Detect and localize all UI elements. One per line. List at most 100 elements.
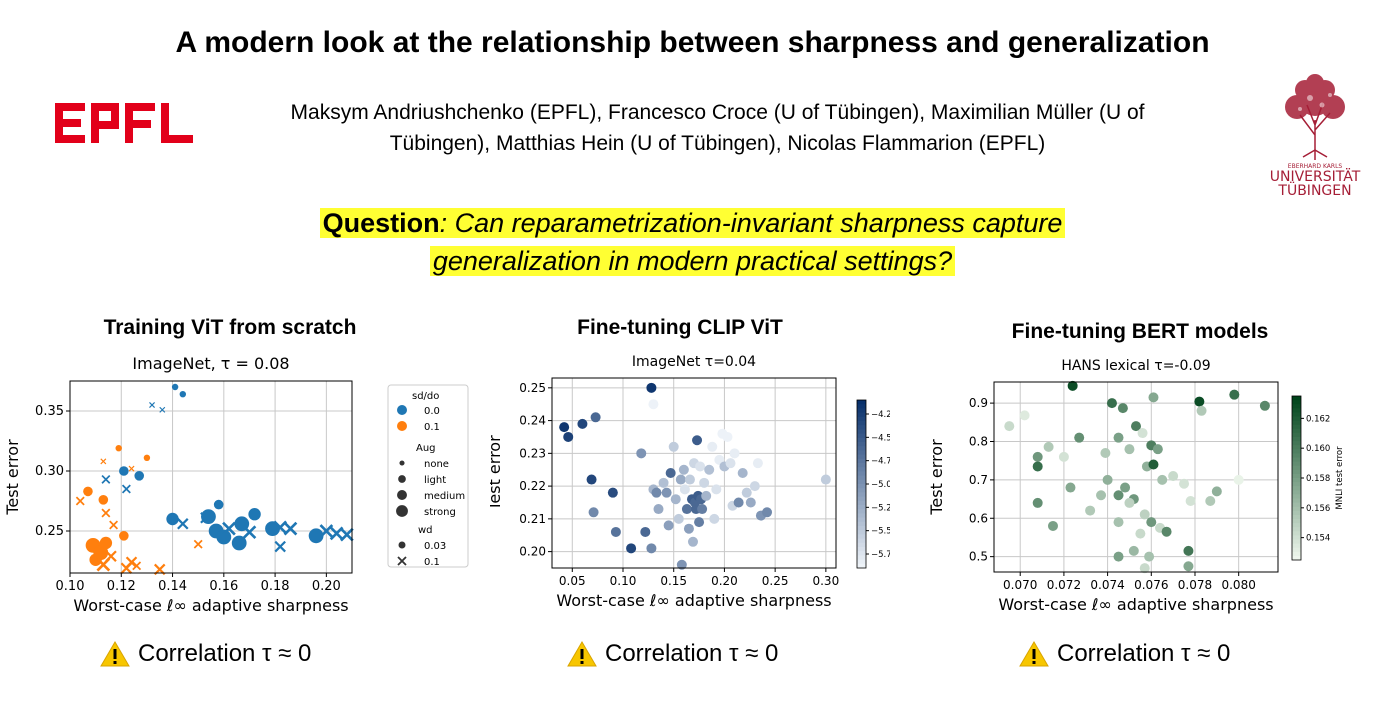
data-point	[1113, 517, 1124, 528]
data-point	[248, 508, 261, 521]
epfl-logo	[55, 103, 193, 143]
colorbar-segment	[1292, 519, 1301, 524]
colorbar-segment	[1292, 461, 1301, 467]
colorbar-segment	[1292, 539, 1301, 545]
logo-line-1: UNIVERSITÄT	[1270, 167, 1361, 185]
data-point	[640, 526, 651, 537]
panel-title-clip: Fine-tuning CLIP ViT	[577, 316, 783, 339]
question-text-2: generalization in modern practical setti…	[429, 246, 956, 276]
x-tick-label: 0.16	[209, 579, 238, 594]
data-point	[1157, 474, 1168, 485]
colorbar-segment	[1292, 490, 1301, 495]
y-tick-label: 0.7	[969, 473, 988, 487]
colorbar-segment	[857, 521, 866, 527]
data-point	[1067, 380, 1078, 391]
colorbar-segment	[1292, 473, 1301, 479]
data-point	[1205, 495, 1216, 506]
y-tick-label: 0.8	[969, 434, 988, 448]
data-point	[588, 507, 599, 518]
data-point	[1168, 471, 1179, 482]
question-box: Question: Can reparametrization-invarian…	[0, 204, 1385, 280]
colorbar-tick-label: 0.156	[1306, 504, 1330, 514]
data-point	[651, 487, 662, 498]
data-point	[1211, 486, 1222, 497]
y-axis-label: Test error	[490, 435, 504, 512]
colorbar-segment	[1292, 531, 1301, 536]
data-point	[648, 399, 659, 410]
colorbar-tick-label: −4.75	[871, 457, 890, 467]
y-tick-label: 0.22	[519, 479, 546, 493]
data-point	[1194, 396, 1205, 407]
correlation-bert: Correlation τ ≈ 0	[1019, 640, 1230, 668]
colorbar-segment	[1292, 523, 1301, 528]
colorbar-segment	[857, 542, 866, 548]
y-axis-label: Test error	[3, 439, 22, 516]
correlation-clip-text: Correlation τ ≈ 0	[605, 640, 779, 667]
x-tick-label: 0.076	[1134, 578, 1168, 592]
data-point	[1117, 403, 1128, 414]
colorbar-segment	[857, 479, 866, 485]
colorbar-tick-label: −4.25	[871, 410, 890, 420]
data-point	[121, 484, 131, 494]
colorbar-segment	[857, 505, 866, 510]
x-tick-label: 0.18	[261, 579, 290, 594]
legend-marker	[398, 541, 406, 549]
question-text-1: : Can reparametrization-invariant sharpn…	[439, 208, 1063, 238]
x-tick-label: 0.074	[1090, 578, 1124, 592]
colorbar-segment	[1292, 432, 1301, 438]
legend-marker	[398, 475, 406, 483]
data-point	[670, 494, 681, 505]
data-point	[687, 536, 698, 547]
data-point	[1137, 428, 1148, 439]
x-tick-label: 0.25	[762, 574, 789, 588]
data-point	[820, 474, 831, 485]
legend-label: 0.0	[424, 406, 440, 417]
data-point	[1233, 474, 1244, 485]
chart-clip-scatter: 0.05 0.10 0.15 0.20 0.25 0.30 0.20 0.21 0.22 0.23…	[490, 354, 890, 610]
colorbar-tick-label: −4.50	[871, 433, 890, 443]
data-point	[283, 521, 298, 536]
colorbar-segment	[1292, 494, 1301, 499]
colorbar-segment	[1292, 400, 1301, 405]
data-point	[699, 477, 710, 488]
colorbar-tick-label: −5.00	[871, 480, 890, 490]
data-point	[340, 527, 354, 542]
data-point	[692, 435, 703, 446]
colorbar-segment	[857, 500, 866, 506]
colorbar-segment	[857, 526, 866, 531]
data-point	[1032, 451, 1043, 462]
x-axis-label: Worst-case ℓ∞ adaptive sharpness	[556, 591, 831, 610]
data-point	[752, 458, 763, 469]
colorbar-segment	[857, 467, 866, 472]
data-point	[99, 536, 113, 550]
data-point	[1185, 495, 1196, 506]
colorbar-segment	[1292, 424, 1301, 430]
legend-marker	[397, 490, 407, 500]
data-point	[1124, 497, 1135, 508]
colorbar-segment	[1292, 486, 1301, 491]
warning-icon	[1019, 641, 1049, 667]
colorbar-label: MNLI test error	[1335, 446, 1345, 510]
data-point	[683, 523, 694, 534]
colorbar-tick-label: −5.50	[871, 527, 890, 537]
x-axis-label: Worst-case ℓ∞ adaptive sharpness	[998, 595, 1273, 614]
data-point	[166, 512, 179, 526]
colorbar-segment	[1292, 396, 1301, 401]
y-tick-label: 0.21	[519, 512, 546, 526]
legend-marker	[397, 421, 407, 431]
data-point	[101, 474, 111, 484]
data-point	[1113, 490, 1124, 501]
colorbar-segment	[1292, 437, 1301, 442]
colorbar-segment	[1292, 502, 1301, 508]
colorbar-segment	[857, 471, 866, 477]
y-tick-label: 0.6	[969, 511, 988, 525]
data-point	[586, 474, 597, 485]
data-point	[1032, 497, 1043, 508]
data-point	[684, 474, 695, 485]
data-point	[96, 557, 111, 572]
plot-frame	[551, 377, 837, 569]
data-point	[646, 382, 657, 393]
data-point	[75, 496, 85, 506]
logo-small-text: EBERHARD KARLS	[1288, 163, 1343, 170]
colorbar-segment	[1292, 404, 1301, 409]
